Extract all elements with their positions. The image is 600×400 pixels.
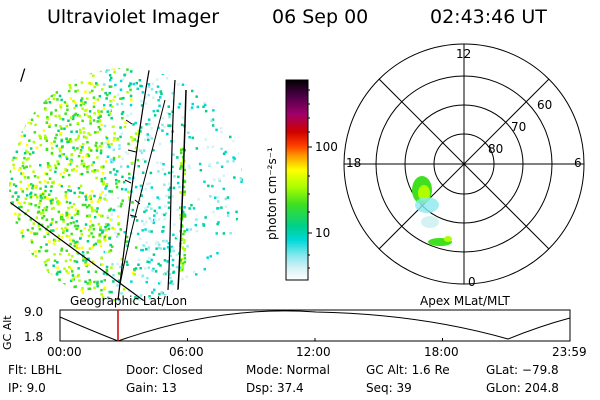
- lat-label-80: 80: [488, 142, 504, 156]
- info-flt: Flt: LBHL: [8, 363, 62, 377]
- timeline-axis-label: GC Alt: [1, 315, 14, 350]
- info-glon: GLon: 204.8: [486, 381, 559, 395]
- date-label: 06 Sep 00: [272, 6, 369, 28]
- lat-label-70: 70: [511, 120, 527, 134]
- info-gc-alt: GC Alt: 1.6 Re: [366, 363, 450, 377]
- instrument-title: Ultraviolet Imager: [47, 6, 220, 28]
- timeline-left-title: Geographic Lat/Lon: [70, 294, 188, 308]
- colorbar-tick-100: 100: [315, 140, 338, 154]
- polar-plot: [343, 43, 585, 285]
- mlt-label-18: 18: [346, 156, 362, 170]
- timeline-xtick-0600: 06:00: [169, 345, 204, 359]
- mlt-label-12: 12: [456, 47, 472, 61]
- info-glat: GLat: −79.8: [486, 363, 559, 377]
- lat-label-60: 60: [537, 98, 553, 112]
- info-gain: Gain: 13: [126, 381, 177, 395]
- colorbar-unit-label: photon cm⁻²s⁻¹: [265, 147, 279, 240]
- altitude-timeline: [59, 309, 571, 342]
- info-seq: Seq: 39: [366, 381, 412, 395]
- corner-mark: /: [20, 65, 26, 84]
- timeline-xtick-0000: 00:00: [47, 345, 82, 359]
- mlt-label-6: 6: [574, 156, 582, 170]
- colorbar-tick-10: 10: [315, 226, 331, 240]
- timeline-ytick-1-8: 1.8: [24, 330, 44, 344]
- timeline-ytick-9: 9.0: [24, 305, 44, 319]
- timeline-xtick-1200: 12:00: [296, 345, 331, 359]
- info-door: Door: Closed: [126, 363, 203, 377]
- info-dsp: Dsp: 37.4: [246, 381, 304, 395]
- colorbar-scale: [285, 79, 309, 281]
- time-label: 02:43:46 UT: [430, 6, 547, 28]
- timeline-xtick-2359: 23:59: [552, 345, 587, 359]
- mlt-label-0: 0: [468, 275, 476, 289]
- timeline-right-title: Apex MLat/MLT: [420, 294, 510, 308]
- polar-aurora: [412, 176, 452, 246]
- info-ip: IP: 9.0: [8, 381, 46, 395]
- info-mode: Mode: Normal: [246, 363, 330, 377]
- uv-image-disk: [9, 68, 243, 302]
- timeline-xtick-1800: 18:00: [424, 345, 459, 359]
